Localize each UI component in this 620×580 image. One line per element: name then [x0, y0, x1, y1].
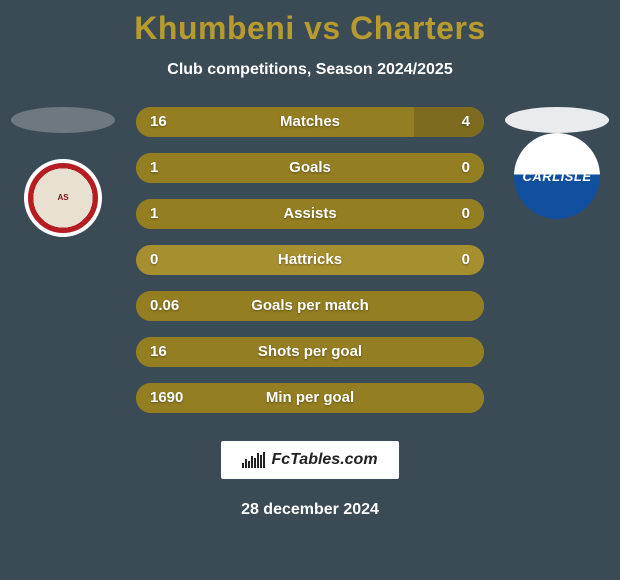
stat-rows: 16Matches41Goals01Assists00Hattricks00.0… — [136, 107, 484, 413]
stat-row: 1690Min per goal — [136, 383, 484, 413]
watermark-text: FcTables.com — [271, 451, 377, 469]
left-club-shadow — [11, 107, 115, 133]
subtitle: Club competitions, Season 2024/2025 — [0, 61, 620, 79]
right-club-column: CARLISLE — [502, 107, 612, 219]
left-club-column: AS — [8, 107, 118, 241]
accrington-badge: AS — [24, 159, 102, 237]
stat-row: 0.06Goals per match — [136, 291, 484, 321]
stat-value-right: 4 — [462, 107, 470, 137]
stat-value-right: 0 — [462, 199, 470, 229]
stat-label: Goals per match — [136, 291, 484, 321]
bar-chart-icon — [242, 452, 265, 468]
stat-row: 16Shots per goal — [136, 337, 484, 367]
stat-row: 1Assists0 — [136, 199, 484, 229]
page-title: Khumbeni vs Charters — [0, 0, 620, 47]
comparison-date: 28 december 2024 — [0, 501, 620, 519]
stat-label: Shots per goal — [136, 337, 484, 367]
right-club-logo: CARLISLE — [514, 133, 600, 219]
stat-row: 1Goals0 — [136, 153, 484, 183]
left-club-logo: AS — [20, 155, 106, 241]
stat-row: 0Hattricks0 — [136, 245, 484, 275]
right-club-shadow — [505, 107, 609, 133]
carlisle-wordmark: CARLISLE — [523, 169, 592, 184]
comparison-content: AS CARLISLE 16Matches41Goals01Assists00H… — [0, 107, 620, 413]
stat-row: 16Matches4 — [136, 107, 484, 137]
stat-label: Matches — [136, 107, 484, 137]
stat-value-right: 0 — [462, 245, 470, 275]
watermark: FcTables.com — [221, 441, 399, 479]
stat-label: Min per goal — [136, 383, 484, 413]
stat-label: Hattricks — [136, 245, 484, 275]
stat-label: Goals — [136, 153, 484, 183]
stat-label: Assists — [136, 199, 484, 229]
stat-value-right: 0 — [462, 153, 470, 183]
accrington-badge-inner: AS — [41, 176, 85, 220]
